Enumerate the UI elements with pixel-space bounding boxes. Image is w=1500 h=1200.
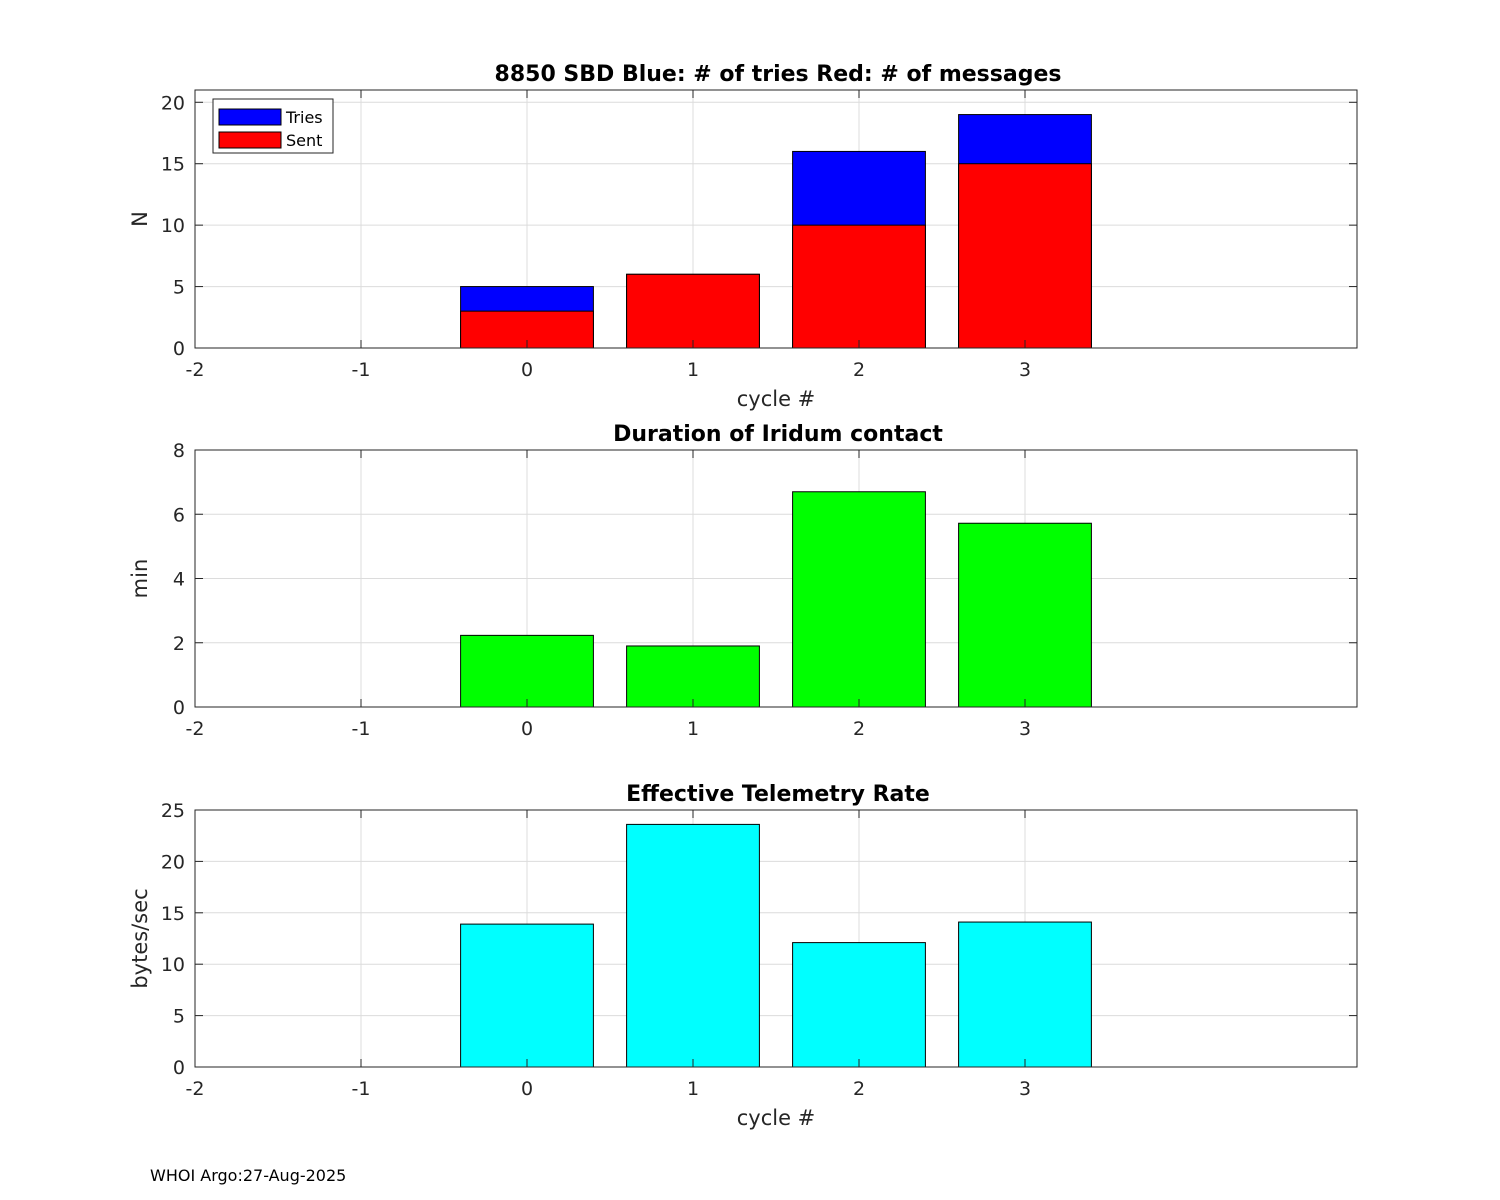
y-tick-label: 20: [161, 92, 185, 114]
legend-label-sent: Sent: [286, 131, 322, 150]
y-tick-label: 0: [173, 338, 185, 360]
bar-duration-cycle-1: [626, 645, 760, 708]
bar-rate-cycle-1: [626, 823, 760, 1068]
y-tick-label: 25: [161, 800, 185, 822]
chart-panel-1: -2 -1 0 1 2 3 0 5 10 15 20 8850 SBD Blue: # of trie…: [128, 62, 1358, 411]
x-tick-label: 3: [1019, 359, 1031, 381]
x-axis-label: cycle #: [737, 387, 816, 411]
y-tick-label: 0: [173, 697, 185, 719]
chart-panel-3: -2 -1 0 1 2 3 0 5 10 15 20 25 Effective Telemetry Ra…: [128, 782, 1358, 1130]
y-axis-label: bytes/sec: [128, 888, 152, 988]
axes-box: [194, 89, 1358, 349]
x-tick-label: 2: [853, 1078, 865, 1100]
y-tick-label: 15: [161, 903, 185, 925]
x-tick-label: 1: [687, 718, 699, 740]
bar-sent-cycle-3: [958, 163, 1092, 349]
bar-sent-cycle-1: [626, 273, 760, 349]
y-axis-label: min: [128, 559, 152, 599]
bar-duration-cycle-3: [958, 522, 1092, 708]
x-tick-label: 0: [521, 359, 533, 381]
y-tick-label: 4: [173, 569, 185, 591]
footer-label: WHOI Argo:27-Aug-2025: [150, 1166, 347, 1185]
chart-title: 8850 SBD Blue: # of tries Red: # of mess…: [495, 62, 1062, 87]
y-axis-label: N: [128, 211, 152, 227]
bar-rate-cycle-0: [460, 923, 594, 1068]
bar-rate-cycle-3: [958, 921, 1092, 1068]
x-tick-label: 3: [1019, 718, 1031, 740]
plot-area: [195, 810, 1357, 1067]
bar-rate-cycle-2: [792, 942, 926, 1068]
x-tick-label: 3: [1019, 1078, 1031, 1100]
x-tick-label: 2: [853, 718, 865, 740]
x-tick-label: 1: [687, 359, 699, 381]
x-tick-label: -2: [186, 1078, 205, 1100]
y-tick-label: 5: [173, 277, 185, 299]
legend: Tries Sent: [212, 98, 334, 154]
plot-area: [195, 90, 1357, 348]
x-tick-label: 1: [687, 1078, 699, 1100]
y-tick-label: 0: [173, 1057, 185, 1079]
x-tick-label: -1: [352, 1078, 371, 1100]
x-axis-label: cycle #: [737, 1106, 816, 1130]
y-tick-label: 10: [161, 215, 185, 237]
x-tick-label: -2: [186, 359, 205, 381]
bar-duration-cycle-2: [792, 491, 926, 708]
legend-swatch-sent: [218, 131, 282, 149]
y-tick-label: 2: [173, 633, 185, 655]
x-tick-label: 0: [521, 1078, 533, 1100]
legend-label-tries: Tries: [285, 108, 323, 127]
y-tick-label: 15: [161, 154, 185, 176]
legend-swatch-tries: [218, 108, 282, 126]
y-tick-label: 10: [161, 954, 185, 976]
x-tick-label: -1: [352, 359, 371, 381]
chart-title: Duration of Iridum contact: [613, 422, 943, 447]
y-tick-label: 6: [173, 504, 185, 526]
y-tick-label: 5: [173, 1006, 185, 1028]
x-tick-label: 2: [853, 359, 865, 381]
bar-sent-cycle-2: [792, 224, 926, 349]
y-tick-label: 8: [173, 440, 185, 462]
chart-title: Effective Telemetry Rate: [626, 782, 930, 807]
x-tick-label: 0: [521, 718, 533, 740]
axes-box: [194, 809, 1358, 1068]
x-tick-label: -2: [186, 718, 205, 740]
chart-panel-2: -2 -1 0 1 2 3 0 2 4 6 8 Duration of Iridum contact m…: [128, 422, 1358, 740]
y-tick-label: 20: [161, 851, 185, 873]
bar-duration-cycle-0: [460, 634, 594, 708]
x-tick-label: -1: [352, 718, 371, 740]
